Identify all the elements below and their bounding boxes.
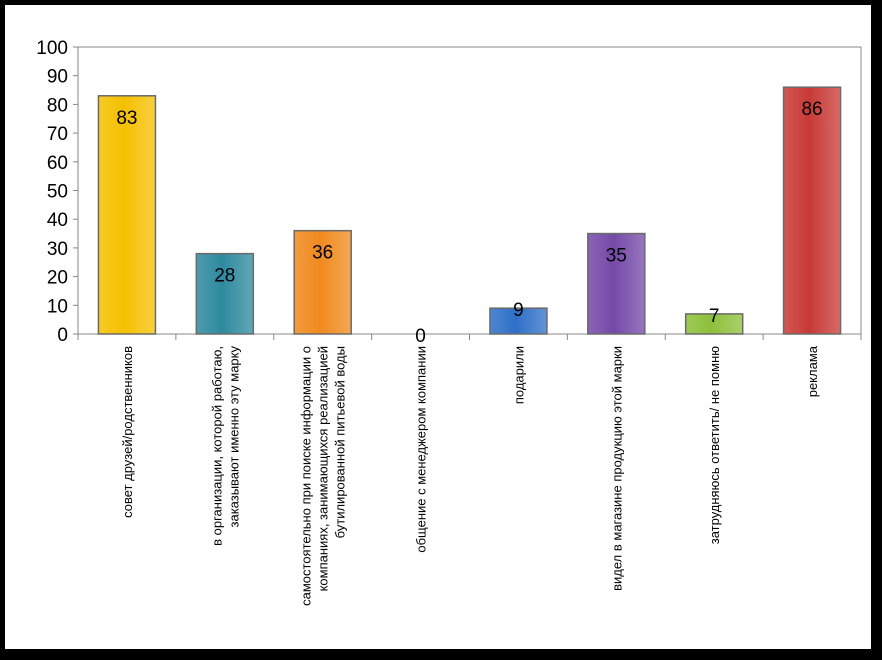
bar: [293, 229, 352, 335]
y-tick-label: 60: [47, 153, 68, 174]
bar: [782, 86, 842, 335]
bar-chart: 0 10 20 30 40 50 60 70 80 90 100 83 28 36 0 9 35 7 86 сов…: [36, 38, 862, 606]
y-tick-label: 100: [36, 38, 68, 59]
category-label: подарили: [511, 346, 526, 404]
y-tick-label: 40: [47, 210, 68, 231]
data-label: 35: [606, 246, 627, 267]
data-label: 86: [801, 99, 822, 120]
bar: [195, 252, 255, 335]
category-labels: совет друзей/родственников в организации,…: [120, 345, 820, 606]
category-label: реклама: [805, 345, 820, 397]
category-label: самостоятельно при поиске информации о ко…: [299, 346, 348, 606]
bar: [489, 307, 548, 335]
data-label: 9: [513, 300, 524, 321]
data-label: 36: [312, 243, 333, 264]
bars: [97, 86, 842, 335]
bar: [97, 95, 157, 335]
y-tick-label: 80: [47, 95, 68, 116]
chart-frame: 0 10 20 30 40 50 60 70 80 90 100 83 28 36 0 9 35 7 86 сов…: [3, 3, 873, 651]
y-tick-label: 20: [47, 268, 68, 289]
y-tick-label: 30: [47, 239, 68, 260]
data-label: 7: [709, 306, 720, 327]
data-label: 0: [415, 326, 426, 347]
data-label: 28: [214, 266, 235, 287]
y-tick-label: 70: [47, 124, 68, 145]
y-tick-label: 10: [47, 296, 68, 317]
y-tick-label: 50: [47, 182, 68, 203]
category-label: общение с менеджером компании: [414, 346, 429, 553]
bar: [587, 232, 646, 335]
y-tick-label: 0: [57, 325, 68, 346]
value-labels: 83 28 36 0 9 35 7 86: [116, 99, 822, 347]
category-label: видел в магазине продукцию этой марки: [609, 346, 624, 591]
data-label: 83: [116, 108, 137, 129]
y-tick-label: 90: [47, 67, 68, 88]
category-label: совет друзей/родственников: [120, 346, 135, 518]
category-label: в организации, которой работаю, заказываю…: [209, 346, 241, 546]
bar: [684, 313, 744, 335]
category-label: затрудняюсь ответить/ не помню: [707, 346, 722, 544]
